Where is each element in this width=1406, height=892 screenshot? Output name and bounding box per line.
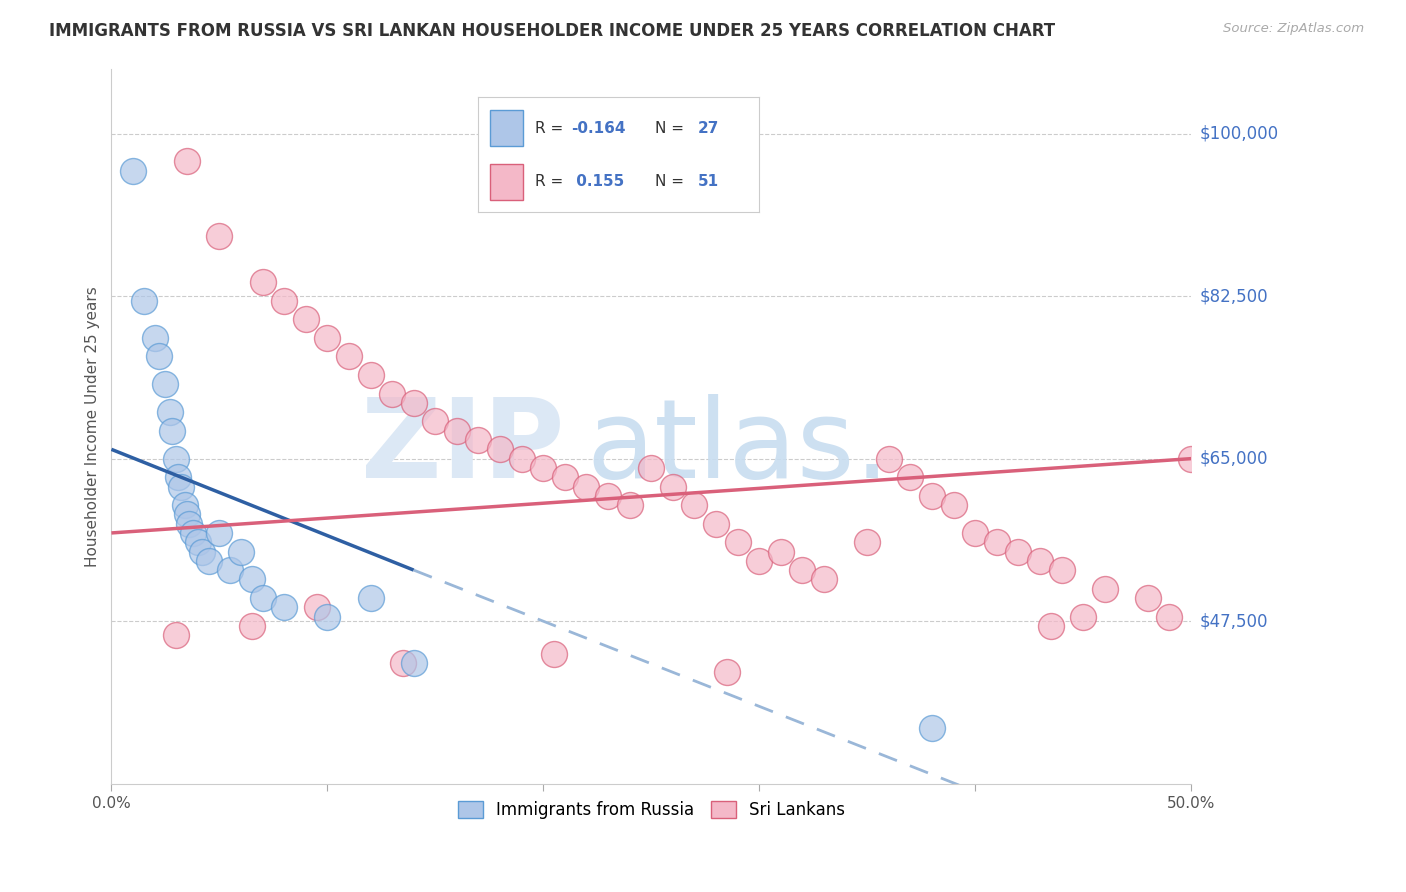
Point	[159, 405, 181, 419]
Point	[1136, 591, 1159, 605]
Point	[425, 415, 447, 429]
Point	[596, 489, 619, 503]
Point	[132, 293, 155, 308]
Point	[531, 461, 554, 475]
Legend: Immigrants from Russia, Sri Lankans: Immigrants from Russia, Sri Lankans	[451, 794, 852, 825]
Point	[942, 498, 965, 512]
Point	[543, 647, 565, 661]
Point	[575, 479, 598, 493]
Point	[148, 350, 170, 364]
Point	[305, 600, 328, 615]
Point	[921, 721, 943, 735]
Text: ZIP: ZIP	[361, 394, 565, 501]
Point	[640, 461, 662, 475]
Point	[187, 535, 209, 549]
Point	[792, 563, 814, 577]
Point	[252, 591, 274, 605]
Point	[402, 396, 425, 410]
Point	[1071, 609, 1094, 624]
Point	[402, 656, 425, 670]
Y-axis label: Householder Income Under 25 years: Householder Income Under 25 years	[86, 285, 100, 566]
Point	[229, 544, 252, 558]
Point	[165, 628, 187, 642]
Point	[489, 442, 512, 457]
Point	[273, 600, 295, 615]
Point	[965, 525, 987, 540]
Point	[683, 498, 706, 512]
Point	[316, 609, 339, 624]
Point	[169, 479, 191, 493]
Point	[986, 535, 1008, 549]
Point	[1094, 582, 1116, 596]
Point	[176, 508, 198, 522]
Text: $82,500: $82,500	[1199, 287, 1268, 305]
Point	[381, 386, 404, 401]
Point	[208, 228, 231, 243]
Text: $47,500: $47,500	[1199, 612, 1268, 630]
Point	[392, 656, 415, 670]
Point	[360, 368, 382, 382]
Text: IMMIGRANTS FROM RUSSIA VS SRI LANKAN HOUSEHOLDER INCOME UNDER 25 YEARS CORRELATI: IMMIGRANTS FROM RUSSIA VS SRI LANKAN HOU…	[49, 22, 1056, 40]
Point	[337, 350, 360, 364]
Point	[1007, 544, 1029, 558]
Point	[727, 535, 749, 549]
Point	[662, 479, 685, 493]
Point	[856, 535, 879, 549]
Text: atlas.: atlas.	[586, 394, 890, 501]
Point	[197, 554, 219, 568]
Point	[619, 498, 641, 512]
Point	[921, 489, 943, 503]
Point	[813, 573, 835, 587]
Point	[716, 665, 738, 680]
Text: Source: ZipAtlas.com: Source: ZipAtlas.com	[1223, 22, 1364, 36]
Point	[240, 573, 263, 587]
Point	[273, 293, 295, 308]
Point	[877, 451, 900, 466]
Point	[219, 563, 242, 577]
Point	[183, 525, 205, 540]
Point	[704, 516, 727, 531]
Point	[360, 591, 382, 605]
Point	[179, 516, 201, 531]
Point	[143, 331, 166, 345]
Point	[446, 424, 468, 438]
Point	[510, 451, 533, 466]
Point	[173, 498, 195, 512]
Point	[252, 275, 274, 289]
Point	[160, 424, 183, 438]
Point	[1039, 619, 1062, 633]
Point	[1180, 451, 1202, 466]
Text: $65,000: $65,000	[1199, 450, 1268, 467]
Point	[1029, 554, 1052, 568]
Point	[165, 451, 187, 466]
Point	[155, 377, 177, 392]
Point	[122, 163, 145, 178]
Point	[554, 470, 576, 484]
Point	[167, 470, 190, 484]
Point	[1159, 609, 1181, 624]
Point	[191, 544, 214, 558]
Point	[240, 619, 263, 633]
Point	[316, 331, 339, 345]
Point	[467, 433, 489, 447]
Point	[748, 554, 770, 568]
Text: $100,000: $100,000	[1199, 125, 1278, 143]
Point	[208, 525, 231, 540]
Point	[1050, 563, 1073, 577]
Point	[176, 154, 198, 169]
Point	[769, 544, 792, 558]
Point	[294, 312, 316, 326]
Point	[898, 470, 921, 484]
